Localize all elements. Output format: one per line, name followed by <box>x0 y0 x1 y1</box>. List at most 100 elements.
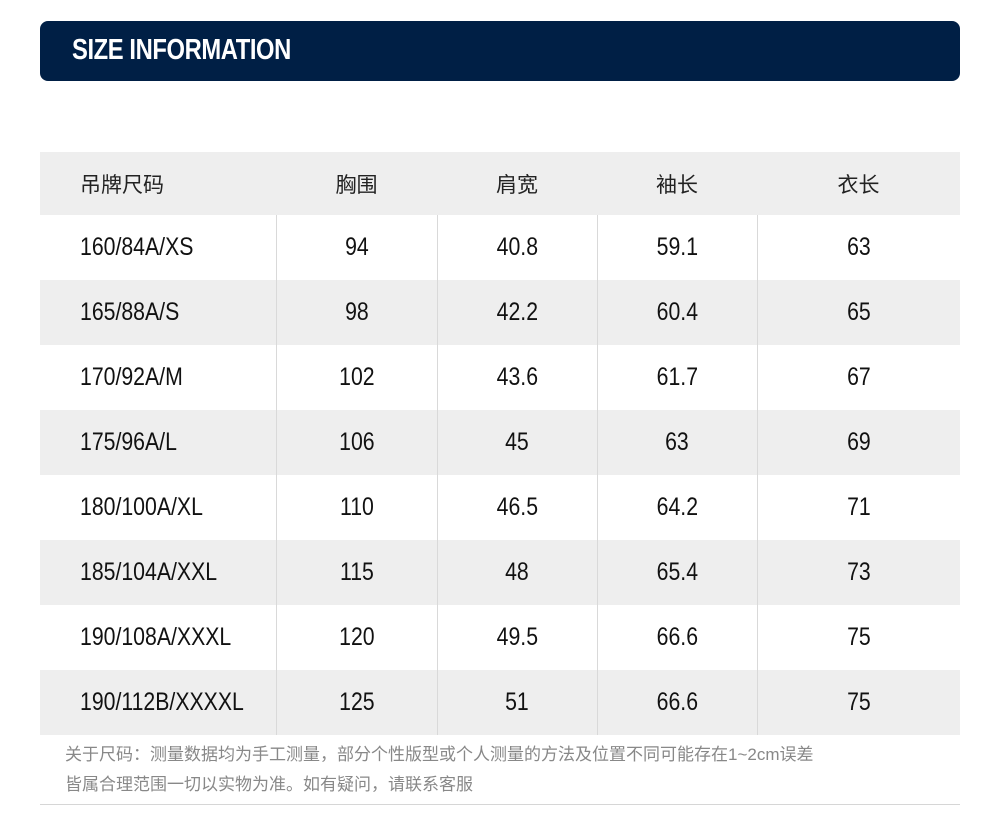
header-chest: 胸围 <box>276 152 437 215</box>
cell-length: 73 <box>756 540 960 605</box>
cell-value: 48 <box>505 558 529 586</box>
cell-length: 63 <box>756 215 960 280</box>
cell-value: 63 <box>665 428 689 456</box>
table-row: 190/112B/XXXXL 125 51 66.6 75 <box>40 670 960 735</box>
size-information-banner: SIZE INFORMATION <box>40 21 960 81</box>
cell-value: 160/84A/XS <box>80 233 194 261</box>
cell-shoulder: 51 <box>436 670 597 735</box>
cell-value: 110 <box>339 493 374 521</box>
banner-title: SIZE INFORMATION <box>72 34 291 66</box>
header-shoulder: 肩宽 <box>437 152 597 215</box>
cell-value: 115 <box>339 558 374 586</box>
cell-length: 67 <box>756 345 960 410</box>
cell-sleeve: 66.6 <box>596 605 757 670</box>
table-row: 165/88A/S 98 42.2 60.4 65 <box>40 280 960 345</box>
cell-chest: 98 <box>275 280 437 345</box>
cell-size-tag: 190/108A/XXXL <box>40 605 276 670</box>
table-row: 185/104A/XXL 115 48 65.4 73 <box>40 540 960 605</box>
cell-length: 69 <box>756 410 960 475</box>
cell-length: 65 <box>756 280 960 345</box>
cell-shoulder: 49.5 <box>436 605 597 670</box>
header-length: 衣长 <box>757 152 960 215</box>
cell-value: 73 <box>846 558 871 586</box>
cell-sleeve: 63 <box>596 410 757 475</box>
cell-value: 185/104A/XXL <box>80 558 218 586</box>
cell-value: 46.5 <box>496 493 538 521</box>
cell-value: 43.6 <box>496 363 538 391</box>
table-row: 160/84A/XS 94 40.8 59.1 63 <box>40 215 960 280</box>
cell-value: 51 <box>505 688 529 716</box>
cell-shoulder: 43.6 <box>436 345 597 410</box>
cell-value: 64.2 <box>656 493 698 521</box>
cell-chest: 125 <box>275 670 437 735</box>
cell-value: 75 <box>846 623 871 651</box>
size-table: 吊牌尺码 胸围 肩宽 袖长 衣长 160/84A/XS 94 40.8 59.1 63 1… <box>40 152 960 735</box>
cell-value: 66.6 <box>656 688 698 716</box>
divider <box>40 804 960 805</box>
cell-value: 94 <box>344 233 369 261</box>
cell-value: 180/100A/XL <box>80 493 203 521</box>
cell-shoulder: 42.2 <box>436 280 597 345</box>
cell-value: 49.5 <box>496 623 538 651</box>
cell-value: 42.2 <box>496 298 538 326</box>
cell-chest: 110 <box>275 475 437 540</box>
cell-length: 71 <box>756 475 960 540</box>
cell-size-tag: 185/104A/XXL <box>40 540 276 605</box>
cell-shoulder: 46.5 <box>436 475 597 540</box>
cell-value: 120 <box>338 623 375 651</box>
note-line-2: 皆属合理范围一切以实物为准。如有疑问，请联系客服 <box>65 775 473 794</box>
table-row: 170/92A/M 102 43.6 61.7 67 <box>40 345 960 410</box>
cell-size-tag: 175/96A/L <box>40 410 276 475</box>
cell-size-tag: 165/88A/S <box>40 280 276 345</box>
note-line-1: 关于尺码：测量数据均为手工测量，部分个性版型或个人测量的方法及位置不同可能存在1… <box>65 745 814 764</box>
cell-value: 106 <box>338 428 375 456</box>
cell-sleeve: 66.6 <box>596 670 757 735</box>
cell-chest: 120 <box>275 605 437 670</box>
cell-value: 45 <box>505 428 529 456</box>
header-sleeve: 袖长 <box>597 152 757 215</box>
cell-value: 170/92A/M <box>80 363 183 391</box>
cell-value: 63 <box>846 233 871 261</box>
cell-value: 65 <box>846 298 871 326</box>
cell-value: 60.4 <box>656 298 698 326</box>
cell-length: 75 <box>756 605 960 670</box>
cell-value: 190/112B/XXXXL <box>80 688 244 716</box>
cell-chest: 115 <box>275 540 437 605</box>
header-size-tag: 吊牌尺码 <box>40 152 276 215</box>
table-header-row: 吊牌尺码 胸围 肩宽 袖长 衣长 <box>40 152 960 215</box>
cell-sleeve: 64.2 <box>596 475 757 540</box>
cell-chest: 106 <box>275 410 437 475</box>
cell-shoulder: 45 <box>436 410 597 475</box>
table-row: 180/100A/XL 110 46.5 64.2 71 <box>40 475 960 540</box>
cell-chest: 102 <box>275 345 437 410</box>
cell-size-tag: 160/84A/XS <box>40 215 276 280</box>
cell-size-tag: 180/100A/XL <box>40 475 276 540</box>
cell-size-tag: 190/112B/XXXXL <box>40 670 276 735</box>
cell-value: 165/88A/S <box>80 298 180 326</box>
cell-value: 125 <box>338 688 375 716</box>
cell-sleeve: 60.4 <box>596 280 757 345</box>
cell-value: 175/96A/L <box>80 428 177 456</box>
cell-shoulder: 40.8 <box>436 215 597 280</box>
cell-value: 59.1 <box>656 233 698 261</box>
cell-value: 66.6 <box>656 623 698 651</box>
table-row: 190/108A/XXXL 120 49.5 66.6 75 <box>40 605 960 670</box>
cell-value: 102 <box>338 363 375 391</box>
cell-value: 190/108A/XXXL <box>80 623 232 651</box>
cell-sleeve: 65.4 <box>596 540 757 605</box>
cell-value: 40.8 <box>496 233 538 261</box>
cell-sleeve: 59.1 <box>596 215 757 280</box>
table-row: 175/96A/L 106 45 63 69 <box>40 410 960 475</box>
cell-sleeve: 61.7 <box>596 345 757 410</box>
cell-size-tag: 170/92A/M <box>40 345 276 410</box>
cell-shoulder: 48 <box>436 540 597 605</box>
cell-chest: 94 <box>275 215 437 280</box>
size-note: 关于尺码：测量数据均为手工测量，部分个性版型或个人测量的方法及位置不同可能存在1… <box>65 740 965 800</box>
cell-value: 61.7 <box>656 363 698 391</box>
cell-value: 98 <box>344 298 369 326</box>
cell-value: 69 <box>846 428 871 456</box>
cell-value: 71 <box>846 493 871 521</box>
cell-value: 67 <box>846 363 871 391</box>
cell-value: 65.4 <box>656 558 698 586</box>
cell-length: 75 <box>756 670 960 735</box>
